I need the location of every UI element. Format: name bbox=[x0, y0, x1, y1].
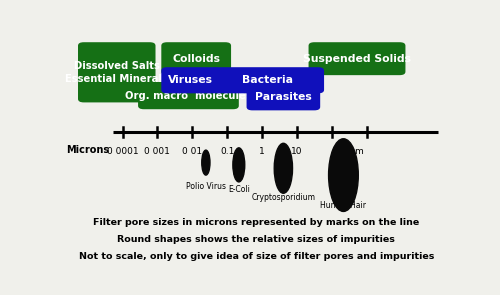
Ellipse shape bbox=[328, 139, 358, 212]
Text: Viruses: Viruses bbox=[168, 75, 213, 85]
Text: Parasites: Parasites bbox=[255, 92, 312, 102]
Text: Filter pore sizes in microns represented by marks on the line: Filter pore sizes in microns represented… bbox=[93, 218, 420, 227]
Text: Bacteria: Bacteria bbox=[242, 75, 294, 85]
Text: 0 01: 0 01 bbox=[182, 148, 203, 156]
Text: Colloids: Colloids bbox=[172, 54, 220, 64]
Ellipse shape bbox=[274, 143, 292, 193]
Text: 100μm: 100μm bbox=[334, 148, 365, 156]
FancyBboxPatch shape bbox=[162, 67, 220, 93]
FancyBboxPatch shape bbox=[212, 67, 324, 93]
Text: Polio Virus: Polio Virus bbox=[186, 182, 226, 191]
Text: Cryptosporidium: Cryptosporidium bbox=[252, 193, 316, 202]
Text: Round shapes shows the relative sizes of impurities: Round shapes shows the relative sizes of… bbox=[118, 235, 395, 244]
Text: Org. macro  molecules: Org. macro molecules bbox=[125, 91, 252, 101]
Text: 0 0001: 0 0001 bbox=[107, 148, 138, 156]
Text: 0 001: 0 001 bbox=[144, 148, 171, 156]
Text: Suspended Solids: Suspended Solids bbox=[303, 54, 411, 64]
Text: 0.1: 0.1 bbox=[220, 148, 234, 156]
Text: 1: 1 bbox=[259, 148, 265, 156]
Text: Not to scale, only to give idea of size of filter pores and impurities: Not to scale, only to give idea of size … bbox=[78, 252, 434, 261]
Text: 10: 10 bbox=[291, 148, 302, 156]
FancyBboxPatch shape bbox=[308, 42, 406, 75]
FancyBboxPatch shape bbox=[162, 42, 231, 75]
Ellipse shape bbox=[202, 150, 210, 175]
Ellipse shape bbox=[233, 148, 245, 182]
Text: E-Coli: E-Coli bbox=[228, 185, 250, 194]
Text: Dissolved Salts
Essential Minerals: Dissolved Salts Essential Minerals bbox=[66, 61, 168, 84]
FancyBboxPatch shape bbox=[246, 84, 320, 110]
Text: Human Hair: Human Hair bbox=[320, 201, 366, 210]
FancyBboxPatch shape bbox=[138, 82, 239, 109]
FancyBboxPatch shape bbox=[78, 42, 156, 102]
Text: Microns: Microns bbox=[66, 145, 110, 155]
